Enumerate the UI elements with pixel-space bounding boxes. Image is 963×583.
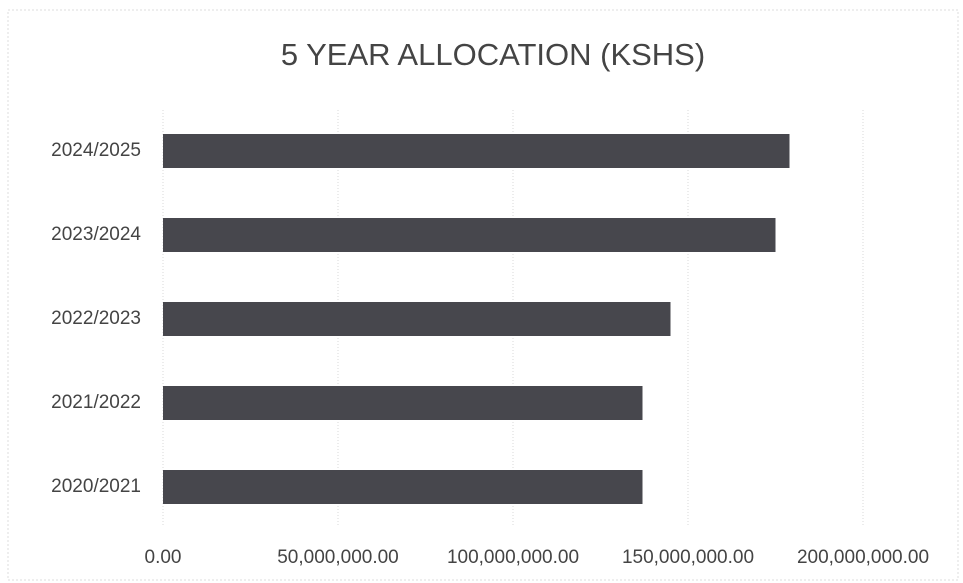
y-tick-label: 2024/2025 — [51, 140, 141, 161]
y-tick-label: 2021/2022 — [51, 392, 141, 413]
bar — [163, 134, 790, 168]
x-tick-label: 0.00 — [145, 547, 182, 568]
x-tick-label: 150,000,000.00 — [622, 547, 754, 568]
bar — [163, 470, 643, 504]
y-tick-label: 2023/2024 — [51, 224, 141, 245]
y-tick-label: 2020/2021 — [51, 476, 141, 497]
x-tick-label: 50,000,000.00 — [277, 547, 399, 568]
x-tick-label: 200,000,000.00 — [797, 547, 929, 568]
x-tick-label: 100,000,000.00 — [447, 547, 579, 568]
chart-title: 5 YEAR ALLOCATION (KSHS) — [281, 37, 705, 72]
bar — [163, 218, 776, 252]
bar — [163, 386, 643, 420]
bar — [163, 302, 671, 336]
y-tick-label: 2022/2023 — [51, 308, 141, 329]
